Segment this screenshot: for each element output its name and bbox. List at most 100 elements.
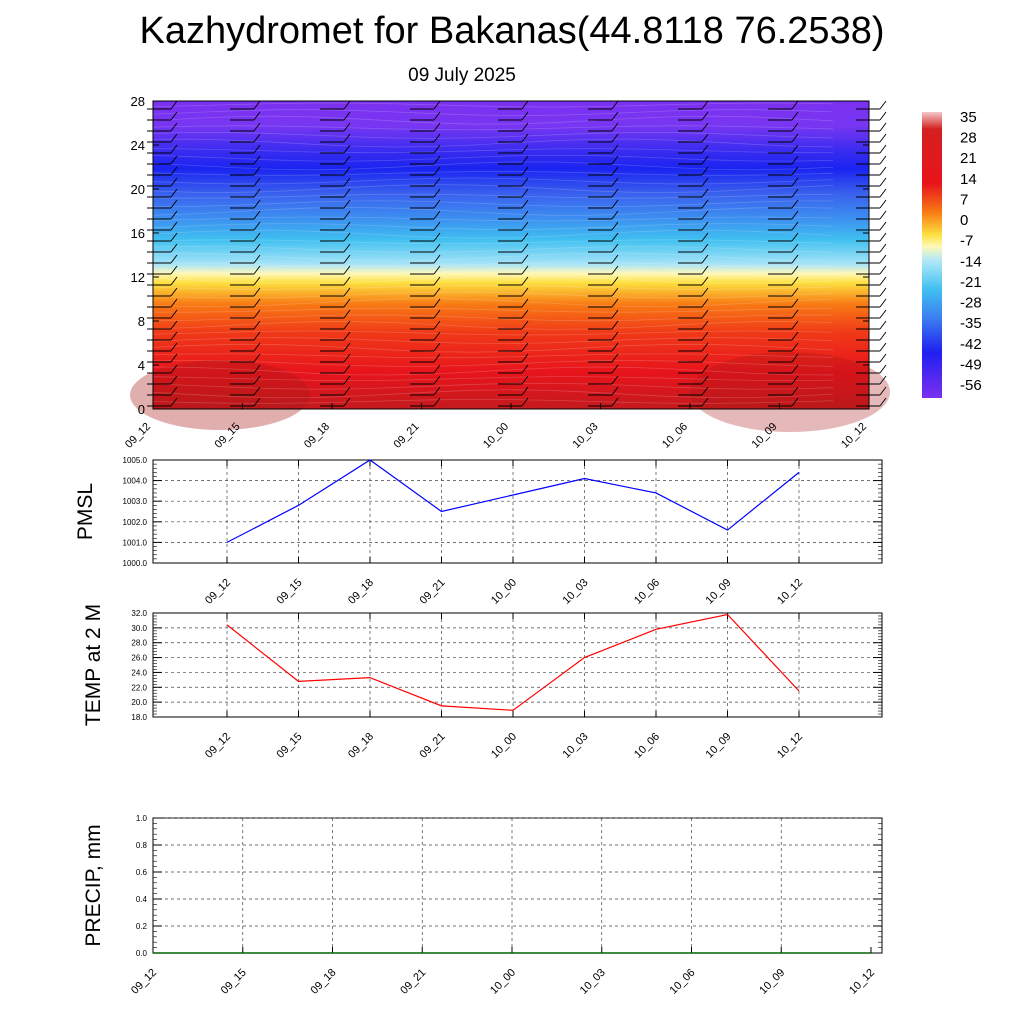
contour-line xyxy=(152,382,834,390)
wind-barb-flag xyxy=(433,177,441,187)
contour-line xyxy=(152,360,834,367)
x-tick-label: 09_21 xyxy=(392,421,422,451)
wind-barb-flag xyxy=(701,342,709,352)
contour-line xyxy=(152,177,834,185)
contour-line xyxy=(152,154,834,162)
wind-barb-flag xyxy=(170,210,178,220)
wind-barb-flag xyxy=(879,342,887,352)
wind-barb-flag xyxy=(521,276,529,286)
x-tick-label: 10_00 xyxy=(488,967,518,997)
wind-barb-flag xyxy=(343,386,351,396)
wind-barb-flag xyxy=(343,298,351,308)
wind-barb-flag xyxy=(433,210,441,220)
x-tick-label: 10_09 xyxy=(757,967,787,997)
wind-barb-flag xyxy=(879,320,887,330)
y-tick-label: 16 xyxy=(131,226,145,241)
wind-barb-flag xyxy=(253,287,261,297)
wind-barb-flag xyxy=(879,254,887,264)
wind-barb-flag xyxy=(521,232,529,242)
wind-barb-flag xyxy=(170,397,178,407)
wind-barb-flag xyxy=(879,298,887,308)
heatmap-warm-core xyxy=(690,352,890,432)
contour-line xyxy=(152,216,834,222)
wind-barb-flag xyxy=(343,166,351,176)
contour-line xyxy=(152,200,834,208)
wind-barb-flag xyxy=(791,254,799,264)
y-tick-label: 1004.0 xyxy=(123,477,148,486)
wind-barb-flag xyxy=(433,331,441,341)
colorbar-label: 14 xyxy=(960,171,977,188)
wind-barb-flag xyxy=(701,309,709,319)
wind-barb-flag xyxy=(343,111,351,121)
wind-barb-flag xyxy=(433,342,441,352)
wind-barb-flag xyxy=(253,298,261,308)
wind-barb-flag xyxy=(521,397,529,407)
wind-barb-flag xyxy=(791,122,799,132)
y-tick-label: 1005.0 xyxy=(123,456,148,465)
precip-panel: 0.0 0.2 0.4 0.6 0.8 1.0 09_12 09_15 09_18 09_21 10… xyxy=(82,814,883,997)
wind-barb-flag xyxy=(701,364,709,374)
wind-barb-flag xyxy=(343,375,351,385)
x-tick-label: 09_12 xyxy=(129,967,159,997)
wind-barb-flag xyxy=(879,265,887,275)
wind-barb-flag xyxy=(611,166,619,176)
colorbar-label: 0 xyxy=(960,212,968,229)
pmsl-panel: 1000.0 1001.0 1002.0 1003.0 1004.0 1005.0 09_1… xyxy=(74,456,883,607)
wind-barb-flag xyxy=(879,397,887,407)
wind-barb-flag xyxy=(879,386,887,396)
wind-barb-flag xyxy=(170,276,178,286)
y-tick-label: 20 xyxy=(131,182,145,197)
colorbar: 35 28 21 14 7 0 -7 -14 -21 -28 -35 -42 -49 -56 xyxy=(922,109,982,398)
wind-barb-flag xyxy=(253,122,261,132)
y-tick-label: 28.0 xyxy=(131,639,147,648)
wind-barb-flag xyxy=(521,309,529,319)
wind-barb-flag xyxy=(170,111,178,121)
wind-barb-flag xyxy=(433,298,441,308)
wind-barb-flag xyxy=(879,144,887,154)
wind-barb-flag xyxy=(343,199,351,209)
wind-barb-flag xyxy=(701,133,709,143)
wind-barb-flag xyxy=(611,375,619,385)
x-tick-label: 09_18 xyxy=(309,967,339,997)
wind-barb-flag xyxy=(170,320,178,330)
wind-barb-flag xyxy=(611,122,619,132)
contour-line xyxy=(152,353,834,359)
wind-barb-flag xyxy=(791,298,799,308)
wind-barb-flag xyxy=(521,298,529,308)
wind-barb-flag xyxy=(170,243,178,253)
wind-barb-flag xyxy=(253,397,261,407)
x-tick-label: 10_00 xyxy=(481,421,511,451)
wind-barb-flag xyxy=(879,276,887,286)
wind-barb-flag xyxy=(611,309,619,319)
x-tick-label: 10_06 xyxy=(632,577,662,607)
wind-barb-flag xyxy=(170,287,178,297)
wind-barb-flag xyxy=(791,309,799,319)
y-tick-label: 24 xyxy=(131,138,145,153)
y-tick-label: 26.0 xyxy=(131,654,147,663)
y-tick-label: 4 xyxy=(138,358,145,373)
wind-barb-flag xyxy=(343,155,351,165)
wind-barb-flag xyxy=(791,144,799,154)
wind-barb-flag xyxy=(791,287,799,297)
wind-barb-flag xyxy=(521,133,529,143)
x-tick-label: 10_03 xyxy=(561,577,591,607)
wind-barb-flag xyxy=(611,276,619,286)
wind-barb-flag xyxy=(343,320,351,330)
panel-frame xyxy=(152,817,883,954)
y-axis-label: PMSL xyxy=(74,483,97,540)
wind-barb-flag xyxy=(170,122,178,132)
wind-barb-flag xyxy=(879,177,887,187)
wind-barb-flag xyxy=(701,276,709,286)
wind-barb-flag xyxy=(791,232,799,242)
wind-barb-flag xyxy=(521,199,529,209)
wind-barb-flag xyxy=(611,342,619,352)
x-tick-label: 10_03 xyxy=(561,731,591,761)
wind-barb-flag xyxy=(170,265,178,275)
colorbar-label: -7 xyxy=(960,233,973,250)
wind-barb-flag xyxy=(521,364,529,374)
wind-barb-flag xyxy=(521,375,529,385)
chart-title: Kazhydromet for Bakanas(44.8118 76.2538) xyxy=(139,10,885,52)
x-tick-label: 09_15 xyxy=(219,967,249,997)
wind-barb-flag xyxy=(433,122,441,132)
